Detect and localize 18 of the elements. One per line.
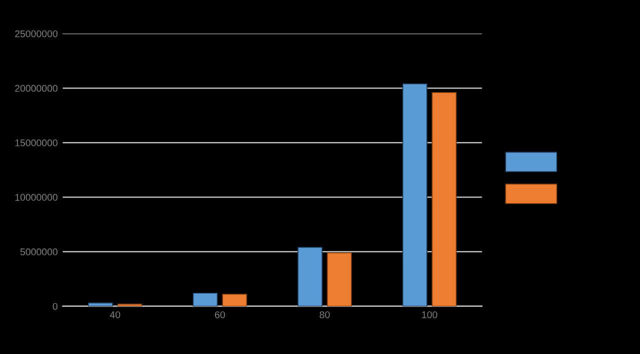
bar	[192, 292, 218, 306]
bar	[222, 294, 248, 306]
y-tick-label: 0	[52, 302, 58, 310]
x-tick-label: 60	[215, 311, 225, 318]
y-tick-label: 20000000	[15, 84, 58, 92]
x-tick-label: 40	[110, 311, 120, 318]
bar	[432, 92, 457, 306]
bar	[402, 83, 428, 306]
bar	[88, 302, 113, 306]
y-tick-label: 5000000	[20, 248, 58, 256]
x-tick-label: 100	[422, 311, 438, 318]
bar	[117, 304, 142, 306]
bar	[298, 246, 323, 306]
x-tick-label: 80	[320, 311, 330, 318]
y-tick-label: 25000000	[15, 30, 58, 38]
bar	[326, 252, 352, 306]
y-tick-label: 10000000	[15, 194, 58, 201]
y-tick-label: 15000000	[15, 139, 58, 146]
